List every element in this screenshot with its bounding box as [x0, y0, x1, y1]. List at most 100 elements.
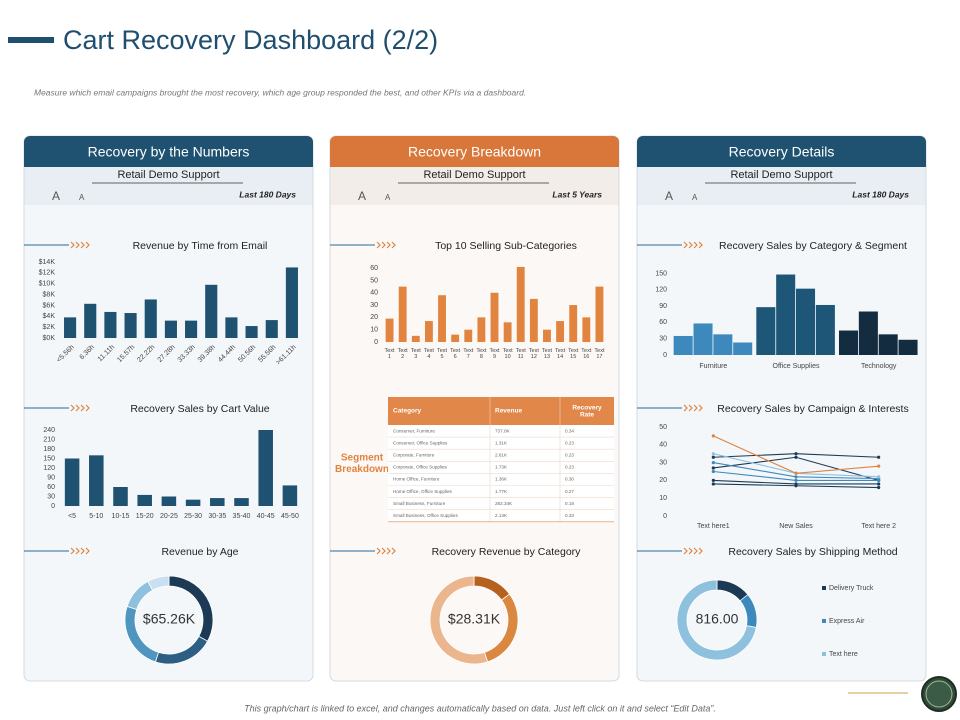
font-decrease[interactable]: A: [79, 193, 85, 202]
table-cell: Small Business, Furniture: [393, 501, 446, 506]
y-tick-label: 10: [659, 495, 667, 502]
bar: [582, 317, 591, 342]
series-point: [711, 452, 715, 456]
section-chevron: [698, 404, 703, 412]
table-header: [388, 397, 614, 425]
section-chevron: [381, 547, 386, 555]
title-accent: [8, 37, 54, 43]
x-tick-label: 15-20: [136, 513, 154, 520]
bar: [64, 317, 77, 338]
page-title: Cart Recovery Dashboard (2/2): [63, 25, 438, 55]
x-tick-label: 20-25: [160, 513, 178, 520]
series-point: [794, 478, 798, 482]
table-cell: 2.61K: [495, 452, 508, 457]
table-cell: Home Office, Furniture: [393, 477, 440, 482]
bar: [556, 321, 565, 342]
chart-title: Revenue by Age: [161, 546, 238, 558]
chart-title: Top 10 Selling Sub-Categories: [435, 240, 577, 252]
panel-toolbar: [330, 167, 619, 205]
bar: [543, 329, 551, 342]
bar: [713, 334, 733, 355]
table-cell: 737.0K: [495, 428, 510, 433]
panel-header: [637, 136, 926, 167]
x-tick-label: Office Supplies: [773, 363, 820, 370]
font-increase[interactable]: A: [52, 189, 60, 203]
x-tick-label: 25-30: [184, 513, 202, 520]
bar: [185, 320, 198, 338]
y-tick-label: 120: [43, 465, 55, 472]
y-tick-label: 120: [655, 287, 667, 294]
bar: [285, 267, 298, 338]
panel-heading: Recovery by the Numbers: [88, 144, 250, 160]
table-cell: 0.33: [565, 513, 574, 518]
series-point: [877, 464, 881, 468]
footer-note: This graph/chart is linked to excel, and…: [244, 703, 716, 713]
x-tick-label: Text here 2: [861, 523, 896, 530]
bar: [733, 342, 753, 355]
table-cell: Small Business, Office Supplies: [393, 513, 458, 518]
y-tick-label: 0: [51, 503, 55, 510]
table-cell: Corporate, Furniture: [393, 452, 435, 457]
font-decrease[interactable]: A: [692, 193, 698, 202]
bar: [516, 266, 525, 342]
font-increase[interactable]: A: [358, 189, 366, 203]
panel-period: Last 180 Days: [239, 189, 296, 199]
donut-center-label: $65.26K: [143, 611, 196, 627]
section-chevron: [698, 241, 703, 249]
panel-source: Retail Demo Support: [730, 169, 832, 181]
font-increase[interactable]: A: [665, 189, 673, 203]
table-column-header: Recovery Rate: [572, 404, 602, 418]
font-decrease[interactable]: A: [385, 193, 391, 202]
x-tick-label: New Sales: [779, 523, 813, 530]
x-tick-label: Text 11: [516, 348, 527, 360]
bar: [477, 317, 486, 342]
section-chevron: [80, 404, 85, 412]
bar: [411, 335, 420, 342]
bar: [595, 286, 604, 342]
section-chevron: [381, 241, 386, 249]
chart-title: Recovery Sales by Shipping Method: [728, 546, 897, 558]
y-tick-label: 0: [374, 339, 378, 346]
y-tick-label: 90: [47, 474, 55, 481]
bar: [858, 311, 878, 355]
bar: [815, 304, 835, 355]
section-chevron: [75, 404, 80, 412]
bar: [776, 274, 796, 355]
bar: [144, 299, 157, 338]
bar: [756, 307, 776, 355]
x-tick-label: Technology: [861, 363, 897, 370]
bar: [569, 305, 578, 342]
x-tick-label: Text 16: [581, 348, 592, 360]
table-cell: 1.36K: [495, 477, 508, 482]
y-tick-label: 20: [370, 314, 378, 321]
table-cell: 0.30: [565, 477, 574, 482]
bar: [796, 288, 816, 355]
y-tick-label: $0K: [43, 335, 56, 342]
section-chevron: [70, 404, 75, 412]
chart-title: Recovery Sales by Cart Value: [130, 403, 269, 415]
panel-toolbar: [637, 167, 926, 205]
bar: [161, 496, 177, 506]
bar: [104, 311, 117, 338]
table-cell: 0.23: [565, 465, 574, 470]
logo-inner: [925, 680, 953, 708]
y-tick-label: 60: [659, 319, 667, 326]
legend-swatch: [822, 619, 826, 623]
x-tick-label: Text 13: [542, 348, 553, 360]
panel-period: Last 180 Days: [852, 189, 909, 199]
table-column-header: Revenue: [495, 408, 522, 415]
x-tick-label: 45-50: [281, 513, 299, 520]
bar: [265, 320, 278, 338]
bar: [385, 318, 394, 342]
series-point: [711, 455, 715, 459]
x-tick-label: Text 3: [411, 348, 422, 360]
panel-heading: Recovery Details: [729, 144, 835, 160]
series-point: [794, 452, 798, 456]
series-point: [711, 434, 715, 438]
x-tick-label: <5: [68, 513, 76, 520]
table-cell: 1.77K: [495, 489, 508, 494]
y-tick-label: 60: [370, 265, 378, 272]
x-tick-label: Text 14: [555, 348, 566, 360]
section-chevron: [688, 547, 693, 555]
